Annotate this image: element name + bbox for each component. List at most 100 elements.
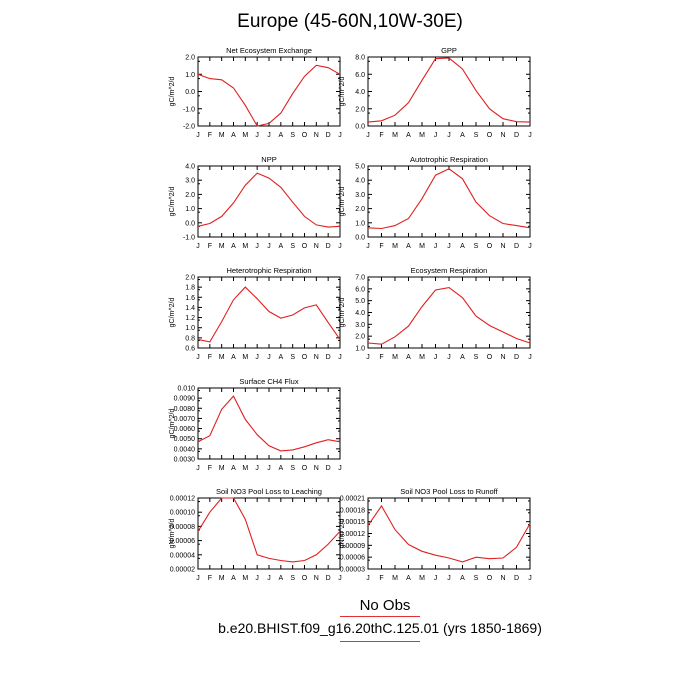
x-tick-label: A bbox=[406, 354, 411, 361]
x-tick-label: F bbox=[208, 243, 212, 250]
y-axis-label: gC/m^2/d bbox=[169, 298, 176, 328]
x-tick-label: M bbox=[242, 575, 248, 582]
x-tick-label: O bbox=[487, 575, 493, 582]
y-tick-label: 0.0 bbox=[355, 124, 365, 131]
x-tick-label: N bbox=[314, 132, 319, 139]
x-tick-label: J bbox=[528, 354, 532, 361]
x-tick-label: O bbox=[302, 243, 308, 250]
x-tick-label: J bbox=[366, 132, 370, 139]
y-tick-label: 2.0 bbox=[185, 55, 195, 62]
y-tick-label: 2.0 bbox=[355, 206, 365, 213]
y-tick-label: 1.8 bbox=[185, 285, 195, 292]
y-tick-label: 0.00009 bbox=[340, 543, 365, 550]
x-tick-label: J bbox=[434, 354, 438, 361]
x-tick-label: N bbox=[314, 243, 319, 250]
x-tick-label: D bbox=[326, 354, 331, 361]
y-tick-label: 1.0 bbox=[185, 325, 195, 332]
y-tick-label: 0.0 bbox=[185, 89, 195, 96]
x-tick-label: J bbox=[196, 243, 200, 250]
y-tick-label: 4.0 bbox=[355, 178, 365, 185]
series-line bbox=[367, 168, 531, 230]
x-tick-label: J bbox=[267, 465, 271, 472]
y-tick-label: 0.0080 bbox=[174, 406, 196, 413]
x-tick-label: M bbox=[219, 132, 225, 139]
x-tick-label: D bbox=[326, 243, 331, 250]
x-tick-label: A bbox=[231, 243, 236, 250]
x-tick-label: A bbox=[460, 354, 465, 361]
x-tick-label: N bbox=[500, 575, 505, 582]
x-tick-label: A bbox=[231, 354, 236, 361]
y-axis-label: gC/m^2/d bbox=[339, 77, 346, 107]
x-tick-label: A bbox=[406, 575, 411, 582]
x-tick-label: F bbox=[379, 354, 383, 361]
x-tick-label: J bbox=[447, 132, 451, 139]
x-tick-label: J bbox=[447, 575, 451, 582]
x-tick-label: F bbox=[208, 575, 212, 582]
y-tick-label: 0.00004 bbox=[170, 552, 195, 559]
x-tick-label: S bbox=[290, 243, 295, 250]
y-tick-label: 0.00008 bbox=[170, 524, 195, 531]
x-tick-label: J bbox=[255, 243, 259, 250]
x-tick-label: S bbox=[474, 354, 479, 361]
x-tick-label: A bbox=[231, 575, 236, 582]
chart-title: Heterotrophic Respiration bbox=[226, 266, 311, 275]
x-tick-label: M bbox=[419, 243, 425, 250]
x-tick-label: N bbox=[314, 575, 319, 582]
y-tick-label: -2.0 bbox=[183, 124, 195, 131]
y-tick-label: 1.6 bbox=[185, 295, 195, 302]
y-tick-label: 1.0 bbox=[185, 72, 195, 79]
x-tick-label: N bbox=[314, 465, 319, 472]
y-tick-label: 0.00002 bbox=[170, 567, 195, 574]
chart-title: NPP bbox=[261, 155, 276, 164]
x-tick-label: J bbox=[434, 575, 438, 582]
x-tick-label: M bbox=[219, 465, 225, 472]
x-tick-label: D bbox=[326, 132, 331, 139]
x-tick-label: J bbox=[528, 575, 532, 582]
x-tick-label: O bbox=[487, 132, 493, 139]
x-tick-label: A bbox=[278, 132, 283, 139]
y-tick-label: 1.0 bbox=[355, 220, 365, 227]
series-line bbox=[367, 504, 531, 563]
x-tick-label: N bbox=[500, 243, 505, 250]
chart-title: Surface CH4 Flux bbox=[239, 377, 298, 386]
x-tick-label: M bbox=[242, 243, 248, 250]
x-tick-label: M bbox=[242, 132, 248, 139]
series-line bbox=[197, 497, 341, 563]
y-tick-label: 5.0 bbox=[355, 298, 365, 305]
legend-line-top bbox=[340, 616, 420, 617]
x-tick-label: A bbox=[460, 575, 465, 582]
x-tick-label: S bbox=[290, 354, 295, 361]
series-line bbox=[367, 287, 531, 345]
y-tick-label: 0.0060 bbox=[174, 426, 196, 433]
series-line bbox=[197, 64, 341, 127]
x-tick-label: S bbox=[290, 575, 295, 582]
series-line bbox=[367, 57, 531, 123]
x-tick-label: J bbox=[338, 575, 342, 582]
y-tick-label: 6.0 bbox=[355, 286, 365, 293]
plot-frame bbox=[197, 276, 341, 349]
y-tick-label: 1.0 bbox=[355, 346, 365, 353]
x-tick-label: M bbox=[419, 575, 425, 582]
x-tick-label: J bbox=[267, 132, 271, 139]
y-tick-label: 4.0 bbox=[355, 310, 365, 317]
x-tick-label: M bbox=[242, 465, 248, 472]
series-line bbox=[197, 172, 341, 228]
y-tick-label: 3.0 bbox=[355, 322, 365, 329]
chart-title: Ecosystem Respiration bbox=[411, 266, 488, 275]
y-tick-label: 1.4 bbox=[185, 305, 195, 312]
plot-frame bbox=[197, 165, 341, 238]
plot-frame bbox=[197, 56, 341, 127]
y-axis-label: gN/m^2/d bbox=[169, 519, 176, 549]
x-tick-label: J bbox=[338, 465, 342, 472]
chart-title: GPP bbox=[441, 46, 457, 55]
x-tick-label: J bbox=[267, 354, 271, 361]
series-line bbox=[197, 286, 341, 343]
x-tick-label: J bbox=[267, 575, 271, 582]
x-tick-label: S bbox=[474, 243, 479, 250]
x-tick-label: D bbox=[326, 465, 331, 472]
x-tick-label: J bbox=[267, 243, 271, 250]
y-tick-label: 4.0 bbox=[185, 164, 195, 171]
y-axis-label: gC/m^2/d bbox=[339, 298, 346, 328]
y-tick-label: 1.2 bbox=[185, 315, 195, 322]
x-tick-label: J bbox=[447, 354, 451, 361]
